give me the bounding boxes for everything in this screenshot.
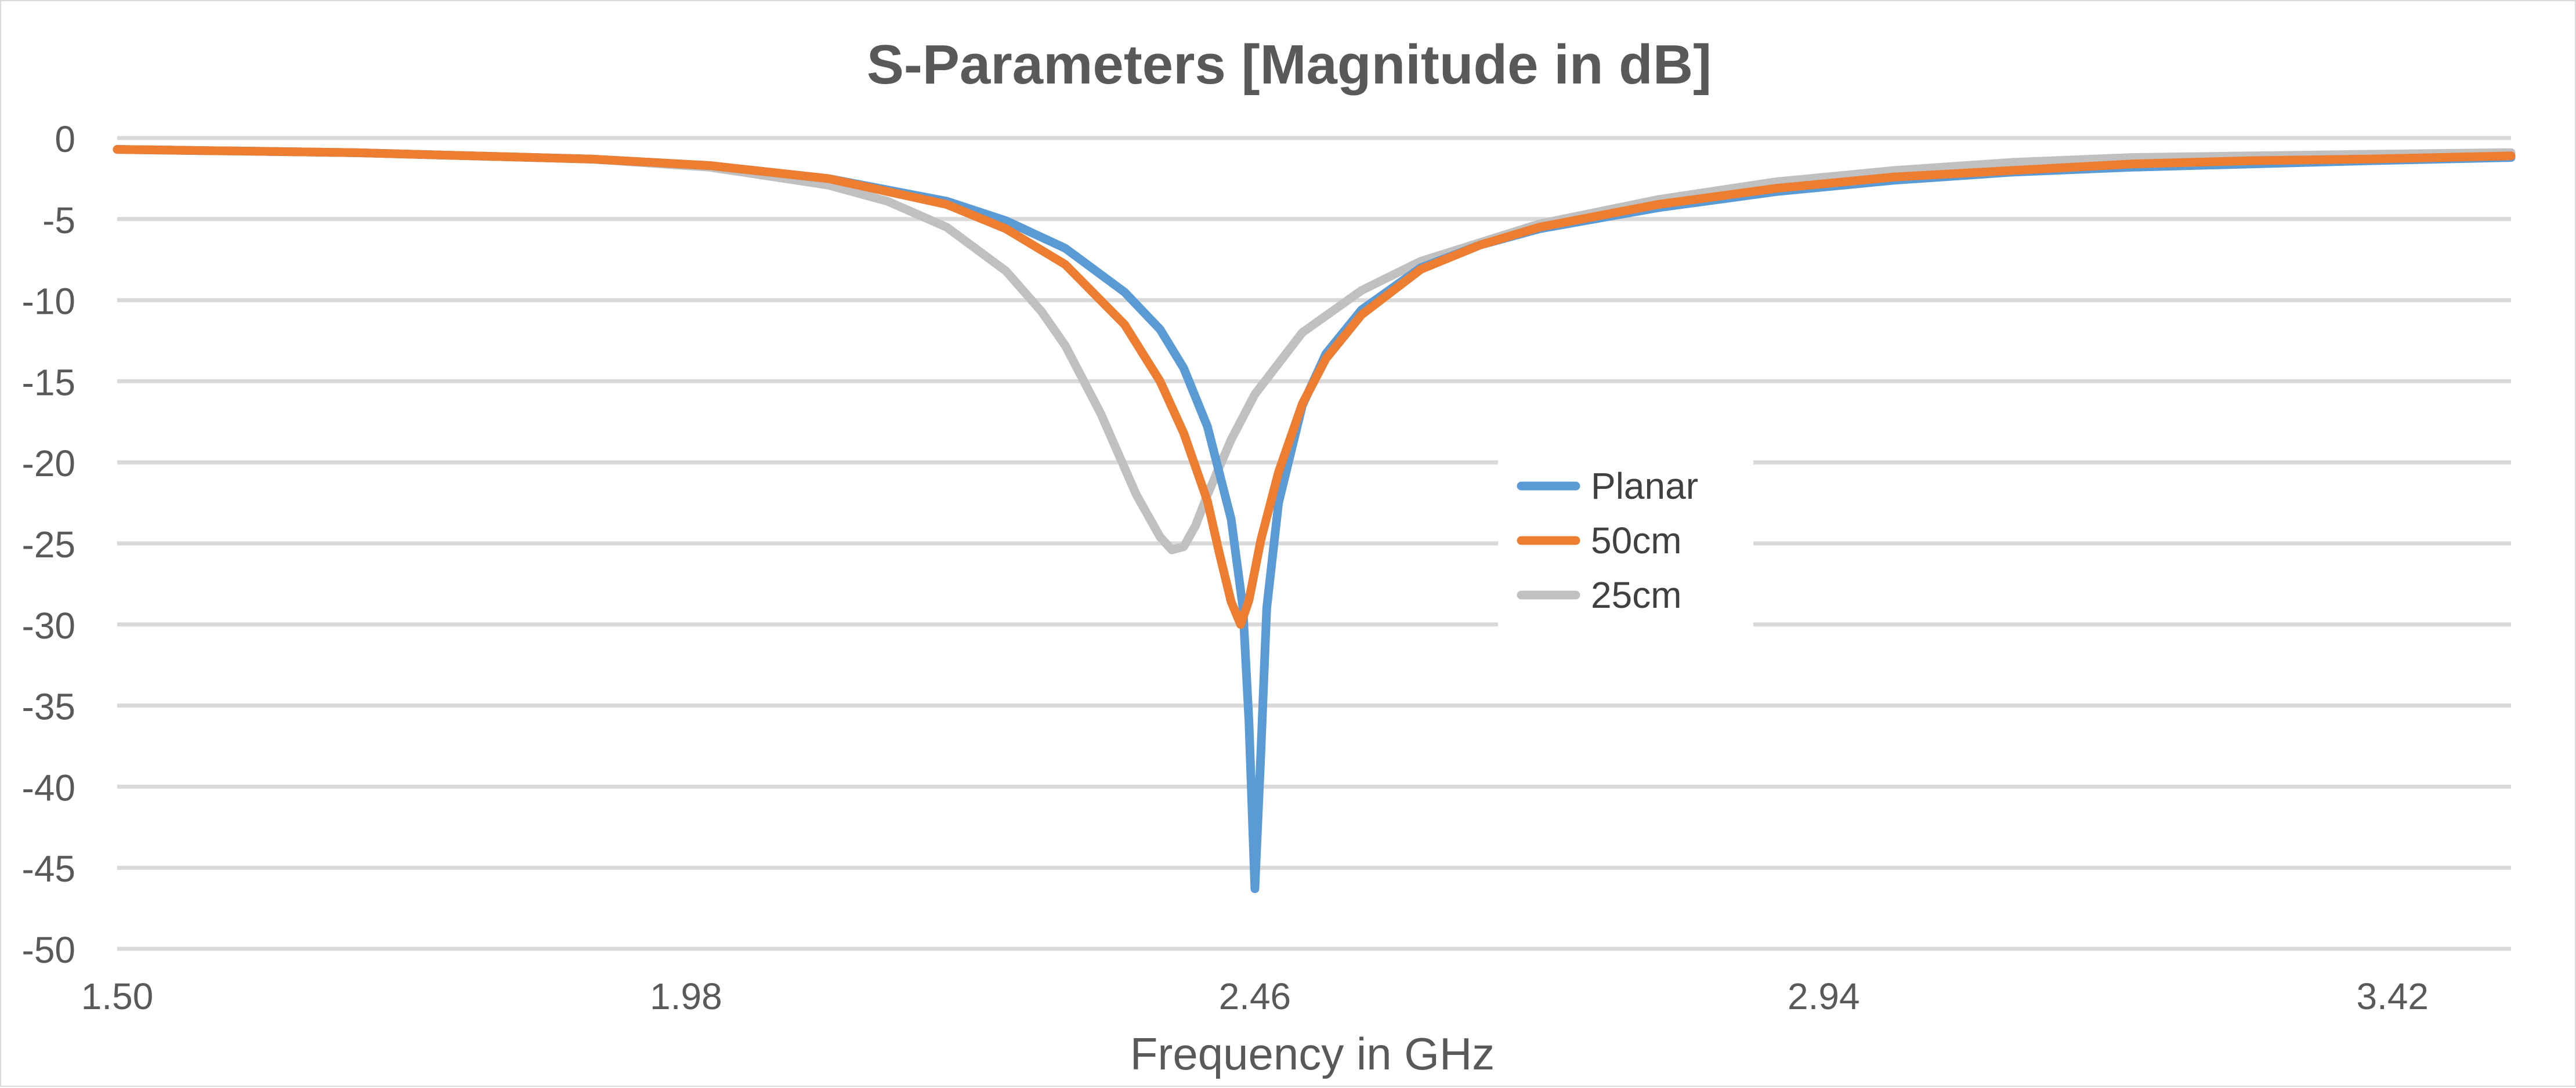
series-lines (113, 145, 2516, 893)
series-line-planar (113, 145, 2516, 893)
x-axis-ticks: 1.50 1.98 2.46 2.94 3.42 (81, 975, 2429, 1017)
y-tick-label: -30 (22, 605, 76, 647)
x-tick-label: 2.94 (1788, 975, 1860, 1017)
y-tick-label: -45 (22, 848, 76, 890)
x-tick-label: 1.50 (81, 975, 154, 1017)
x-axis-title: Frequency in GHz (1130, 1028, 1495, 1079)
gridlines (117, 136, 2511, 951)
y-tick-label: 0 (55, 118, 75, 160)
x-tick-label: 3.42 (2356, 975, 2429, 1017)
y-tick-label: -20 (22, 443, 76, 484)
y-tick-label: -40 (22, 767, 76, 808)
legend-label-planar: Planar (1591, 465, 1698, 507)
x-tick-label: 1.98 (650, 975, 722, 1017)
y-axis-ticks: 0 -5 -10 -15 -20 -25 -30 -35 -40 -45 -50 (22, 118, 76, 971)
y-tick-label: -25 (22, 524, 76, 565)
y-tick-label: -15 (22, 361, 76, 403)
legend: Planar 50cm 25cm (1498, 448, 1753, 628)
y-tick-label: -10 (22, 281, 76, 322)
series-line-25cm (113, 145, 2516, 554)
legend-label-50cm: 50cm (1591, 520, 1682, 561)
y-tick-label: -35 (22, 686, 76, 728)
x-tick-label: 2.46 (1219, 975, 1291, 1017)
series-line-50cm (113, 145, 2516, 629)
chart-title: S-Parameters [Magnitude in dB] (867, 34, 1712, 96)
y-tick-label: -50 (22, 929, 76, 971)
y-tick-label: -5 (42, 200, 75, 241)
legend-label-25cm: 25cm (1591, 574, 1682, 616)
